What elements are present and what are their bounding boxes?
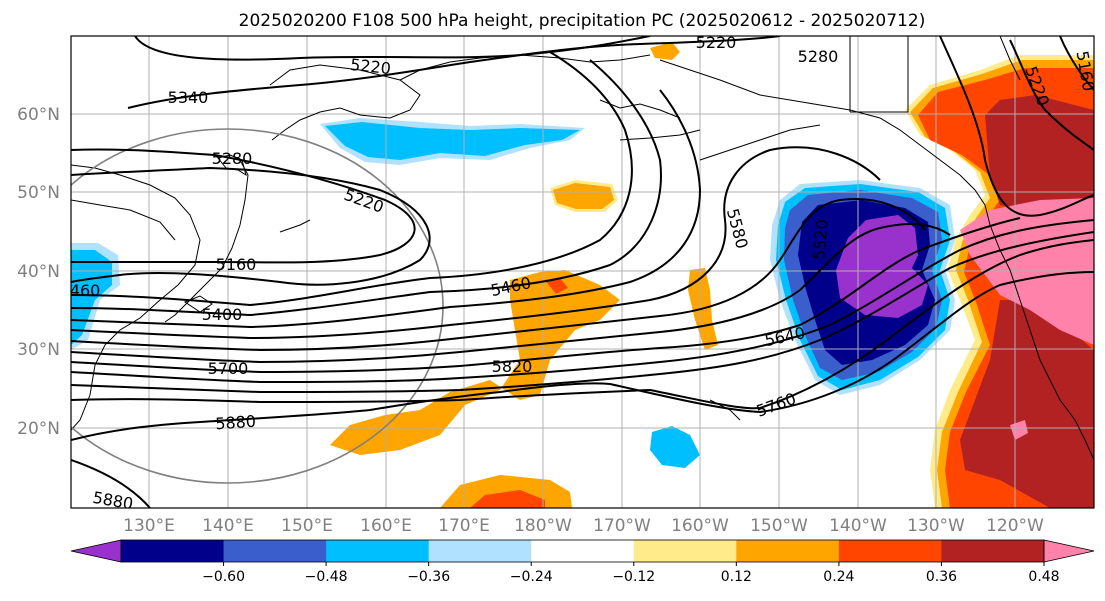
lat-label-60: 60°N (17, 105, 60, 125)
contour-label-5340: 5340 (168, 88, 209, 107)
colorbar-swatch (531, 540, 635, 562)
lon-label-170w: 170°W (593, 516, 651, 536)
colorbar-extend-max (1043, 539, 1095, 563)
shade-orange-central-red (545, 278, 568, 294)
colorbar-tick-label: −0.36 (407, 569, 450, 585)
contour-label-5220-north: 5220 (349, 55, 391, 78)
contour-label-5580: 5580 (723, 206, 752, 250)
colorbar-tick-label: 0.36 (926, 569, 957, 585)
contour-label-5220-top: 5220 (696, 33, 737, 52)
shade-pos-firebrick (985, 95, 1094, 215)
contour-label-5880: 5880 (215, 412, 257, 434)
lat-label-30: 30°N (17, 340, 60, 360)
contour-label-5880-south: 5880 (91, 488, 134, 514)
shade-blue-okhotsk-core (325, 122, 580, 160)
colorbar-swatch (326, 540, 430, 562)
lon-label-130e: 130°E (123, 516, 175, 536)
colorbar: −0.60 −0.48 −0.36 −0.24 −0.12 0.12 0.24 0.36 0.4… (70, 539, 1095, 585)
colorbar-swatch (121, 540, 225, 562)
shade-neg-purple (836, 215, 928, 318)
colorbar-ticks: −0.60 −0.48 −0.36 −0.24 −0.12 0.12 0.24 0.36 0.4… (202, 562, 1060, 585)
shade-orange-central (330, 270, 620, 455)
contour-label-5160-east: 5160 (1073, 49, 1099, 92)
colorbar-extend-min (70, 539, 122, 563)
contour-label-5700: 5700 (208, 359, 249, 378)
contour-label-5400: 5400 (202, 305, 243, 324)
contour-label-5160: 5160 (216, 255, 257, 274)
lon-label-130w: 130°W (907, 516, 965, 536)
colorbar-swatch (838, 540, 942, 562)
latitude-labels: 60°N 50°N 40°N 30°N 20°N (17, 105, 60, 439)
lon-label-140e: 140°E (202, 516, 254, 536)
colorbar-tick-label: −0.12 (612, 569, 655, 585)
projection-circle (71, 128, 444, 484)
contour-label-5460-west: 5460 (60, 281, 101, 300)
colorbar-tick-label: 0.24 (823, 569, 854, 585)
colorbar-tick-label: 0.12 (721, 569, 752, 585)
colorbar-swatch (633, 540, 737, 562)
precipitation-shading (71, 42, 1094, 508)
shade-red-south (470, 490, 545, 508)
colorbar-tick-label: 0.48 (1028, 569, 1059, 585)
shade-orange-bering (650, 42, 680, 60)
lat-label-50: 50°N (17, 183, 60, 203)
colorbar-swatch (941, 540, 1045, 562)
lon-label-170e: 170°E (438, 516, 490, 536)
lat-label-40: 40°N (17, 262, 60, 282)
colorbar-tick-label: −0.48 (305, 569, 348, 585)
colorbar-swatch (736, 540, 840, 562)
shade-orange-north-pacific-core (553, 183, 614, 209)
contour-label-5520: 5520 (809, 218, 831, 260)
contour-label-5280-west: 5280 (212, 149, 253, 168)
shade-pos-firebrick-south (960, 300, 1094, 508)
lon-label-160w: 160°W (671, 516, 729, 536)
lon-label-180w: 180°W (514, 516, 572, 536)
map-frame (70, 35, 1095, 509)
lon-label-160e: 160°E (360, 516, 412, 536)
lat-label-20: 20°N (17, 419, 60, 439)
lon-label-120w: 120°W (986, 516, 1044, 536)
colorbar-swatches (70, 539, 1095, 563)
colorbar-tick-label: −0.24 (510, 569, 553, 585)
longitude-labels: 130°E 140°E 150°E 160°E 170°E 180°W 170°… (123, 516, 1044, 536)
contour-label-5280-top: 5280 (798, 47, 839, 66)
colorbar-frame (120, 539, 1045, 563)
shade-blue-hawaii (650, 426, 700, 468)
lon-label-150w: 150°W (750, 516, 808, 536)
colorbar-swatch (428, 540, 532, 562)
contour-label-5760: 5760 (754, 389, 799, 421)
height-contours (71, 36, 1094, 508)
colorbar-tick-label: −0.60 (202, 569, 245, 585)
lon-label-140w: 140°W (829, 516, 887, 536)
lon-label-150e: 150°E (281, 516, 333, 536)
contour-label-5820: 5820 (492, 357, 533, 376)
chart-title: 2025020200 F108 500 hPa height, precipit… (239, 11, 926, 31)
map-area: 5220 5280 5220 5340 5280 5220 5160 5400 … (60, 33, 1099, 514)
colorbar-swatch (223, 540, 327, 562)
